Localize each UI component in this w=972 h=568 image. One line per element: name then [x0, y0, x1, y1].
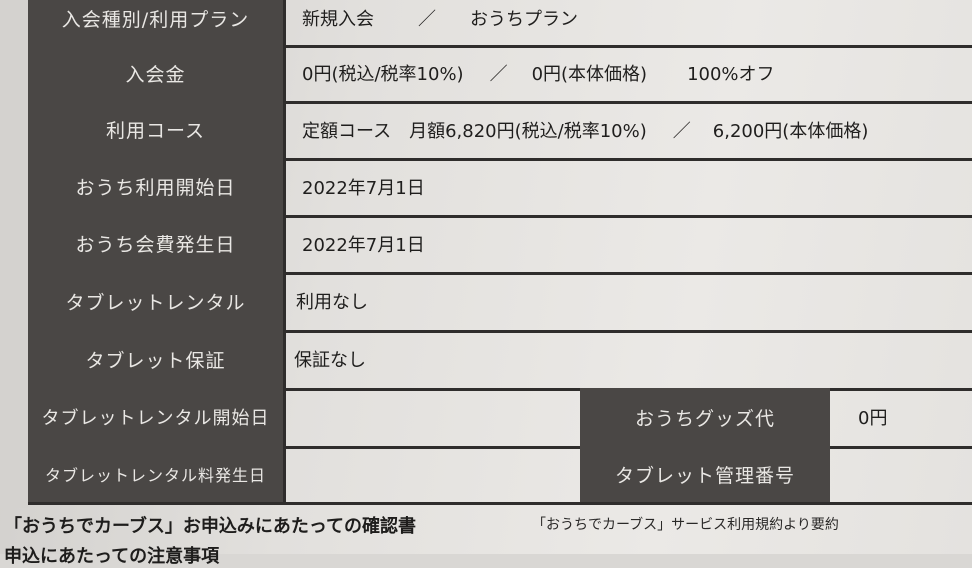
label-tablet-management-number: タブレット管理番号 — [580, 446, 830, 502]
label-membership-type: 入会種別/利用プラン — [28, 0, 286, 45]
value-part: 2022年7月1日 — [302, 177, 425, 199]
value-part: 6,200円(本体価格) — [712, 120, 869, 142]
label-rental-fee-date: タブレットレンタル料発生日 — [28, 446, 286, 502]
label-rental-start-date: タブレットレンタル開始日 — [28, 388, 286, 446]
label-goods-fee: おうちグッズ代 — [580, 388, 830, 446]
row-rental-start-date: タブレットレンタル開始日 おうちグッズ代 0円 — [28, 388, 972, 449]
value-part: 2022年7月1日 — [302, 234, 425, 256]
label-enrollment-fee: 入会金 — [28, 45, 286, 101]
row-rental-fee-date: タブレットレンタル料発生日 タブレット管理番号 — [28, 446, 972, 505]
row-tablet-rental: タブレットレンタル 利用なし — [28, 272, 972, 333]
value-part: 0円(本体価格) — [531, 64, 648, 85]
value-tablet-rental: 利用なし — [296, 272, 972, 330]
row-enrollment-fee: 入会金 0円(税込/税率10%) ／ 0円(本体価格) 100%オフ — [28, 45, 972, 104]
value-tablet-management-number — [858, 446, 972, 502]
value-part: 新規入会 — [302, 9, 374, 30]
value-course: 定額コース 月額6,820円(税込/税率10%) ／ 6,200円(本体価格) — [302, 101, 972, 158]
value-fee-start-date: 2022年7月1日 — [302, 215, 972, 272]
page-margin — [0, 0, 28, 508]
application-form-table: 入会種別/利用プラン 新規入会 ／ おうちプラン 入会金 0円(税込/税率10%… — [28, 0, 972, 511]
label-tablet-rental: タブレットレンタル — [28, 272, 286, 330]
value-part: 利用なし — [296, 292, 368, 313]
value-separator: ／ — [672, 120, 691, 142]
value-enrollment-fee: 0円(税込/税率10%) ／ 0円(本体価格) 100%オフ — [302, 45, 972, 101]
label-start-date: おうち利用開始日 — [28, 158, 286, 215]
value-part: 0円(税込/税率10%) — [302, 64, 464, 85]
value-start-date: 2022年7月1日 — [302, 158, 972, 215]
row-tablet-warranty: タブレット保証 保証なし — [28, 330, 972, 391]
value-part: おうちプラン — [470, 9, 578, 30]
row-fee-start-date: おうち会費発生日 2022年7月1日 — [28, 215, 972, 275]
value-part: 月額6,820円(税込/税率10%) — [409, 120, 647, 142]
label-fee-start-date: おうち会費発生日 — [28, 215, 286, 272]
document-next-heading: 申込にあたっての注意事項 — [4, 546, 220, 567]
label-tablet-warranty: タブレット保証 — [28, 330, 286, 388]
document-section-title: 「おうちでカーブス」お申込みにあたっての確認書 — [4, 516, 417, 537]
label-course: 利用コース — [28, 101, 286, 158]
value-part: 定額コース — [302, 120, 392, 142]
value-separator: ／ — [418, 9, 436, 30]
row-start-date: おうち利用開始日 2022年7月1日 — [28, 158, 972, 218]
row-membership-type: 入会種別/利用プラン 新規入会 ／ おうちプラン — [28, 0, 972, 48]
value-separator: ／ — [489, 64, 508, 85]
value-goods-fee: 0円 — [858, 408, 888, 429]
row-course: 利用コース 定額コース 月額6,820円(税込/税率10%) ／ 6,200円(… — [28, 101, 972, 161]
value-part: 保証なし — [294, 350, 366, 371]
document-section-note: 「おうちでカーブス」サービス利用規約より要約 — [532, 517, 839, 533]
value-part: 100%オフ — [687, 64, 775, 85]
value-membership-type: 新規入会 ／ おうちプラン — [302, 0, 972, 45]
value-tablet-warranty: 保証なし — [294, 330, 972, 388]
